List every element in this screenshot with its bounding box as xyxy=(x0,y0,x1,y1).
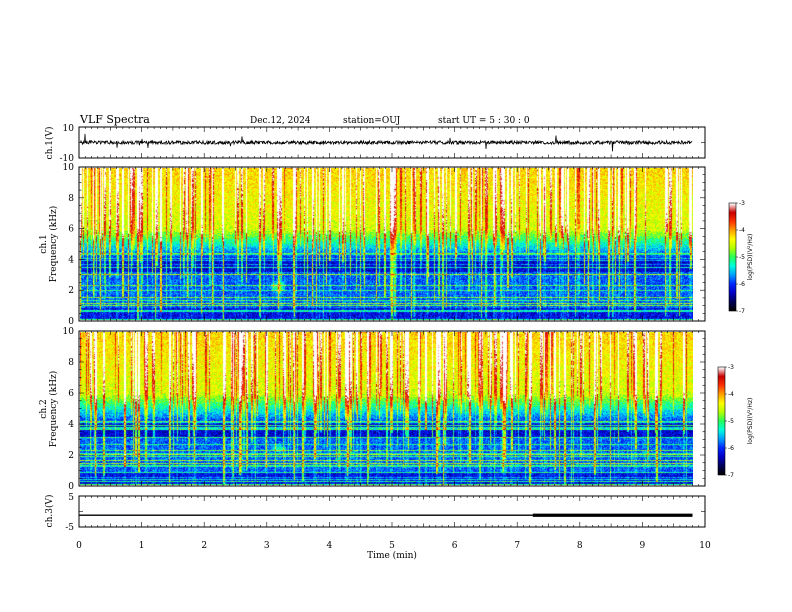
ch2-spectrogram-image xyxy=(80,332,693,485)
colorbar-tick-label: -4 xyxy=(728,391,734,398)
colorbar-tick-label: -6 xyxy=(728,445,734,452)
time-axis-labels: 0 1 2 3 4 5 6 7 8 9 10 xyxy=(76,541,711,551)
ch2-freq-ticks: 0 2 4 6 8 10 xyxy=(63,327,705,492)
time-tick-label: 9 xyxy=(640,541,646,551)
freq-tick-label: 0 xyxy=(68,482,74,492)
time-tick-label: 3 xyxy=(264,541,270,551)
ch1-spectrogram-image xyxy=(80,168,693,320)
ch1-spectrogram-ylabel-freq: Frequency (kHz) xyxy=(48,206,59,283)
ch1-waveform-ylabel: ch.1(V) xyxy=(44,127,55,160)
time-tick-label: 6 xyxy=(452,541,458,551)
freq-tick-label: 8 xyxy=(68,194,74,204)
time-tick-label: 10 xyxy=(699,541,711,551)
ch2-colorbar-ticks: -3 -4 -5 -6 -7 xyxy=(725,364,734,479)
time-tick-label: 1 xyxy=(139,541,145,551)
ch2-spectrogram-ylabel-freq: Frequency (kHz) xyxy=(48,371,59,448)
ch3-panel: 5 -5 ch.3(V) xyxy=(44,493,706,533)
ch1-spectrogram-ylabel-ch: ch.1 xyxy=(39,234,49,253)
ch1-ytick-bottom: -10 xyxy=(60,154,75,164)
freq-tick-label: 10 xyxy=(63,163,75,173)
colorbar-tick-label: -6 xyxy=(739,281,745,288)
date-label: Dec.12, 2024 xyxy=(250,116,311,126)
colorbar-tick-label: -3 xyxy=(739,200,745,207)
time-axis-ticks xyxy=(78,126,706,528)
ch3-ytick-top: 5 xyxy=(68,493,74,503)
colorbar-tick-label: -5 xyxy=(739,254,745,261)
colorbar-tick-label: -7 xyxy=(739,308,745,315)
ch1-waveform-panel: 10 -10 ch.1(V) xyxy=(44,124,706,164)
time-tick-label: 7 xyxy=(514,541,520,551)
figure-title: VLF Spectra xyxy=(79,113,150,126)
time-tick-label: 4 xyxy=(327,541,333,551)
colorbar-tick-label: -7 xyxy=(728,472,734,479)
ch1-colorbar-label: log(PSD)(V²/Hz) xyxy=(747,234,754,281)
colorbar-tick-label: -4 xyxy=(739,227,745,234)
freq-tick-label: 2 xyxy=(68,286,74,296)
ch2-spectrogram-ylabel-ch: ch.2 xyxy=(39,399,49,418)
freq-tick-label: 6 xyxy=(68,389,74,399)
freq-tick-label: 2 xyxy=(68,451,74,461)
time-tick-label: 8 xyxy=(577,541,583,551)
ch1-colorbar-ticks: -3 -4 -5 -6 -7 xyxy=(736,200,745,315)
ch1-colorbar: -3 -4 -5 -6 -7 log(PSD)(V²/Hz) xyxy=(728,200,754,315)
ch2-colorbar-label: log(PSD)(V²/Hz) xyxy=(747,398,754,445)
start-ut-label: start UT = 5 : 30 : 0 xyxy=(438,116,530,126)
time-tick-label: 0 xyxy=(76,541,82,551)
ch1-waveform-trace xyxy=(79,133,693,152)
ch2-spectrogram-panel: 0 2 4 6 8 10 ch.2 Frequency (kHz) xyxy=(39,327,706,492)
ch2-colorbar-gradient xyxy=(718,367,725,475)
time-axis-label: Time (min) xyxy=(367,550,417,561)
ch1-freq-ticks: 0 2 4 6 8 10 xyxy=(63,163,705,327)
ch1-spectrogram-panel: 0 2 4 6 8 10 ch.1 Frequency (kHz) xyxy=(39,163,706,327)
freq-tick-label: 8 xyxy=(68,358,74,368)
ch2-colorbar: -3 -4 -5 -6 -7 log(PSD)(V²/Hz) xyxy=(717,364,754,479)
colorbar-tick-label: -3 xyxy=(728,364,734,371)
colorbar-tick-label: -5 xyxy=(728,418,734,425)
ch1-colorbar-gradient xyxy=(729,203,736,311)
time-tick-label: 5 xyxy=(389,541,395,551)
freq-tick-label: 6 xyxy=(68,225,74,235)
freq-tick-label: 0 xyxy=(68,317,74,327)
ch1-ytick-top: 10 xyxy=(63,124,75,134)
ch3-ytick-bottom: -5 xyxy=(65,523,74,533)
station-label: station=OUJ xyxy=(343,116,401,126)
freq-tick-label: 10 xyxy=(63,327,75,337)
time-tick-label: 2 xyxy=(201,541,207,551)
freq-tick-label: 4 xyxy=(68,420,74,430)
ch3-ylabel: ch.3(V) xyxy=(44,495,55,528)
freq-tick-label: 4 xyxy=(68,255,74,265)
